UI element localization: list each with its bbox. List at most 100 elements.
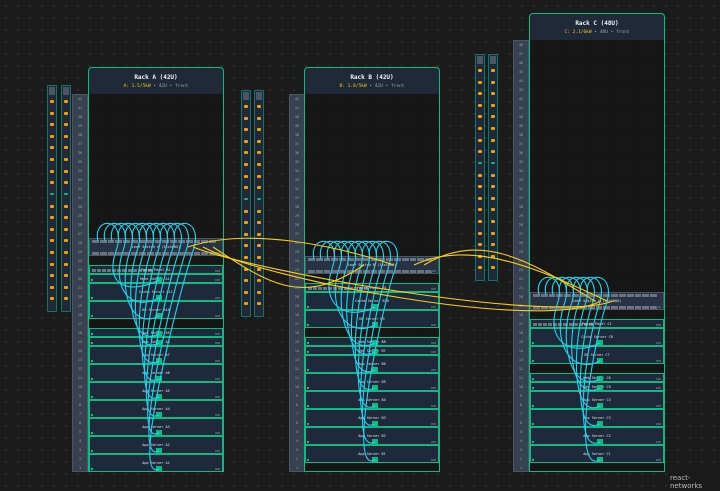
nic-port-icon[interactable] [597, 421, 603, 427]
unit-number: 32 [518, 187, 524, 191]
pdu-strip[interactable] [488, 54, 498, 281]
nic-port-icon[interactable] [156, 466, 162, 472]
nic-port-icon[interactable] [597, 457, 603, 463]
nic-port-icon[interactable] [372, 340, 378, 346]
pdu-strip[interactable] [254, 90, 264, 317]
nic-port-icon[interactable] [156, 448, 162, 454]
power-outlet-icon [491, 219, 495, 223]
power-outlet-icon [64, 285, 68, 289]
nic-port-icon[interactable] [597, 439, 603, 445]
nic-port-icon[interactable] [372, 367, 378, 373]
nic-port-icon[interactable] [372, 403, 378, 409]
device-label: App Server A5 [142, 389, 170, 393]
nic-port-icon[interactable] [156, 340, 162, 346]
power-outlet-icon [50, 181, 54, 185]
pdu-strip[interactable] [475, 54, 485, 281]
unit-number: 20 [77, 295, 83, 299]
pdu-strip[interactable] [241, 90, 251, 317]
nic-port-icon[interactable] [156, 376, 162, 382]
nic-port-icon[interactable] [372, 385, 378, 391]
unit-number: 39 [518, 124, 524, 128]
unit-number: 19 [77, 304, 83, 308]
unit-number: 15 [77, 340, 83, 344]
power-outlet-icon [491, 185, 495, 189]
unit-number: 5 [78, 430, 82, 434]
power-outlet-icon [64, 262, 68, 266]
power-outlet-icon [50, 216, 54, 220]
rack-ear-icon [431, 404, 436, 407]
unit-number: 12 [77, 367, 83, 371]
unit-number: 17 [518, 322, 524, 326]
nic-port-icon[interactable] [156, 277, 162, 283]
power-outlet-icon [478, 92, 482, 96]
unit-number: 38 [294, 133, 300, 137]
nic-port-icon[interactable] [597, 403, 603, 409]
nic-port-icon[interactable] [372, 322, 378, 328]
patch-panel[interactable]: Patch Panel C1 [530, 319, 664, 328]
power-outlet-icon [257, 267, 261, 271]
unit-number: 36 [518, 151, 524, 155]
power-outlet-icon [50, 100, 54, 103]
pdu-display [490, 56, 496, 64]
network-switch[interactable]: Leaf Switch C (32x100G) [530, 292, 664, 310]
nic-port-icon[interactable] [372, 304, 378, 310]
nic-port-icon[interactable] [156, 412, 162, 418]
rack-ear-icon [656, 422, 661, 425]
unit-number: 36 [77, 151, 83, 155]
device-label: App Server B6 [358, 362, 386, 366]
power-outlet-icon [257, 105, 261, 108]
nic-port-icon[interactable] [372, 421, 378, 427]
power-outlet-icon [244, 116, 248, 120]
status-led-icon [532, 459, 534, 461]
nic-port-icon[interactable] [156, 430, 162, 436]
nic-port-icon[interactable] [597, 358, 603, 364]
unit-number: 28 [518, 223, 524, 227]
nic-port-icon[interactable] [372, 349, 378, 355]
unit-number: 35 [518, 160, 524, 164]
nic-port-icon[interactable] [597, 385, 603, 391]
nic-port-icon[interactable] [156, 295, 162, 301]
unit-number: 16 [294, 331, 300, 335]
port-row[interactable] [533, 294, 657, 297]
unit-number: 30 [77, 205, 83, 209]
power-outlet-icon [50, 227, 54, 231]
device-label: Patch Panel B1 [357, 285, 387, 290]
rack-ear-icon [656, 404, 661, 407]
pdu-strip[interactable] [61, 85, 71, 312]
power-outlet-icon [478, 80, 482, 84]
port-row[interactable] [533, 306, 657, 309]
pdu-strip[interactable] [47, 85, 57, 312]
nic-port-icon[interactable] [156, 394, 162, 400]
unit-number: 35 [294, 160, 300, 164]
device-label: Patch Panel A1 [141, 267, 171, 272]
unit-number: 13 [77, 358, 83, 362]
port-row[interactable] [92, 240, 216, 243]
network-switch[interactable]: Leaf Switch A (32x100G) [89, 238, 223, 256]
nic-port-icon[interactable] [372, 457, 378, 463]
network-switch[interactable]: Leaf Switch B (32x100G) [305, 256, 439, 274]
power-outlet-icon [478, 185, 482, 189]
port-row[interactable] [92, 252, 216, 255]
patch-panel[interactable]: Patch Panel B1 [305, 283, 439, 292]
power-outlet-icon [478, 173, 482, 177]
pdu-display [477, 56, 483, 64]
nic-port-icon[interactable] [597, 376, 603, 382]
power-outlet-icon [50, 158, 54, 162]
power-outlet-icon [244, 186, 248, 190]
nic-port-icon[interactable] [156, 313, 162, 319]
port-row[interactable] [308, 270, 432, 273]
nic-port-icon[interactable] [372, 439, 378, 445]
nic-port-icon[interactable] [597, 340, 603, 346]
unit-number: 35 [77, 160, 83, 164]
device-label: DB Server B9 [359, 317, 385, 321]
patch-panel[interactable]: Patch Panel A1 [89, 265, 223, 274]
rack-ear-icon [215, 296, 220, 299]
power-outlet-icon [244, 128, 248, 132]
power-outlet-icon [64, 274, 68, 278]
device-label: App Server B1 [358, 452, 386, 456]
power-outlet-icon [491, 150, 495, 154]
nic-port-icon[interactable] [156, 358, 162, 364]
port-row[interactable] [308, 258, 432, 261]
device-label: App Server C3 [583, 416, 611, 420]
nic-port-icon[interactable] [156, 331, 162, 337]
